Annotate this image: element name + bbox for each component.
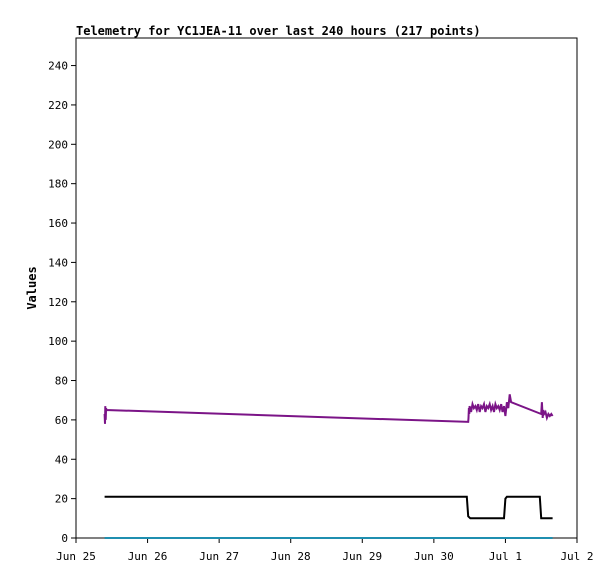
x-tick-label: Jun 30 <box>414 550 454 563</box>
y-tick-label: 80 <box>55 375 68 388</box>
y-tick-label: 140 <box>48 256 68 269</box>
y-tick-label: 60 <box>55 414 68 427</box>
y-tick-label: 20 <box>55 493 68 506</box>
x-tick-label: Jul 1 <box>489 550 522 563</box>
y-tick-label: 200 <box>48 138 68 151</box>
y-axis-label: Values <box>25 266 39 309</box>
series-line-2 <box>104 495 553 520</box>
x-tick-label: Jun 27 <box>199 550 239 563</box>
chart-title: Telemetry for YC1JEA-11 over last 240 ho… <box>76 24 481 38</box>
y-tick-label: 160 <box>48 217 68 230</box>
y-tick-label: 40 <box>55 453 68 466</box>
x-tick-label: Jun 26 <box>128 550 168 563</box>
y-tick-label: 220 <box>48 99 68 112</box>
x-tick-label: Jun 29 <box>342 550 382 563</box>
y-tick-label: 100 <box>48 335 68 348</box>
series-line-1 <box>103 394 554 424</box>
series-layer <box>103 394 554 539</box>
y-tick-label: 240 <box>48 60 68 73</box>
x-tick-label: Jun 28 <box>271 550 311 563</box>
y-tick-label: 0 <box>61 532 68 545</box>
y-axis: 0 20 40 60 80 100 120 140 160 180 200 220 240 <box>48 60 76 545</box>
x-tick-label: Jul 2 <box>560 550 593 563</box>
y-tick-label: 180 <box>48 178 68 191</box>
y-tick-label: 120 <box>48 296 68 309</box>
x-axis: Jun 25 Jun 26 Jun 27 Jun 28 Jun 29 Jun 30 Jul … <box>56 538 594 563</box>
plot-frame <box>75 37 578 539</box>
x-tick-label: Jun 25 <box>56 550 96 563</box>
